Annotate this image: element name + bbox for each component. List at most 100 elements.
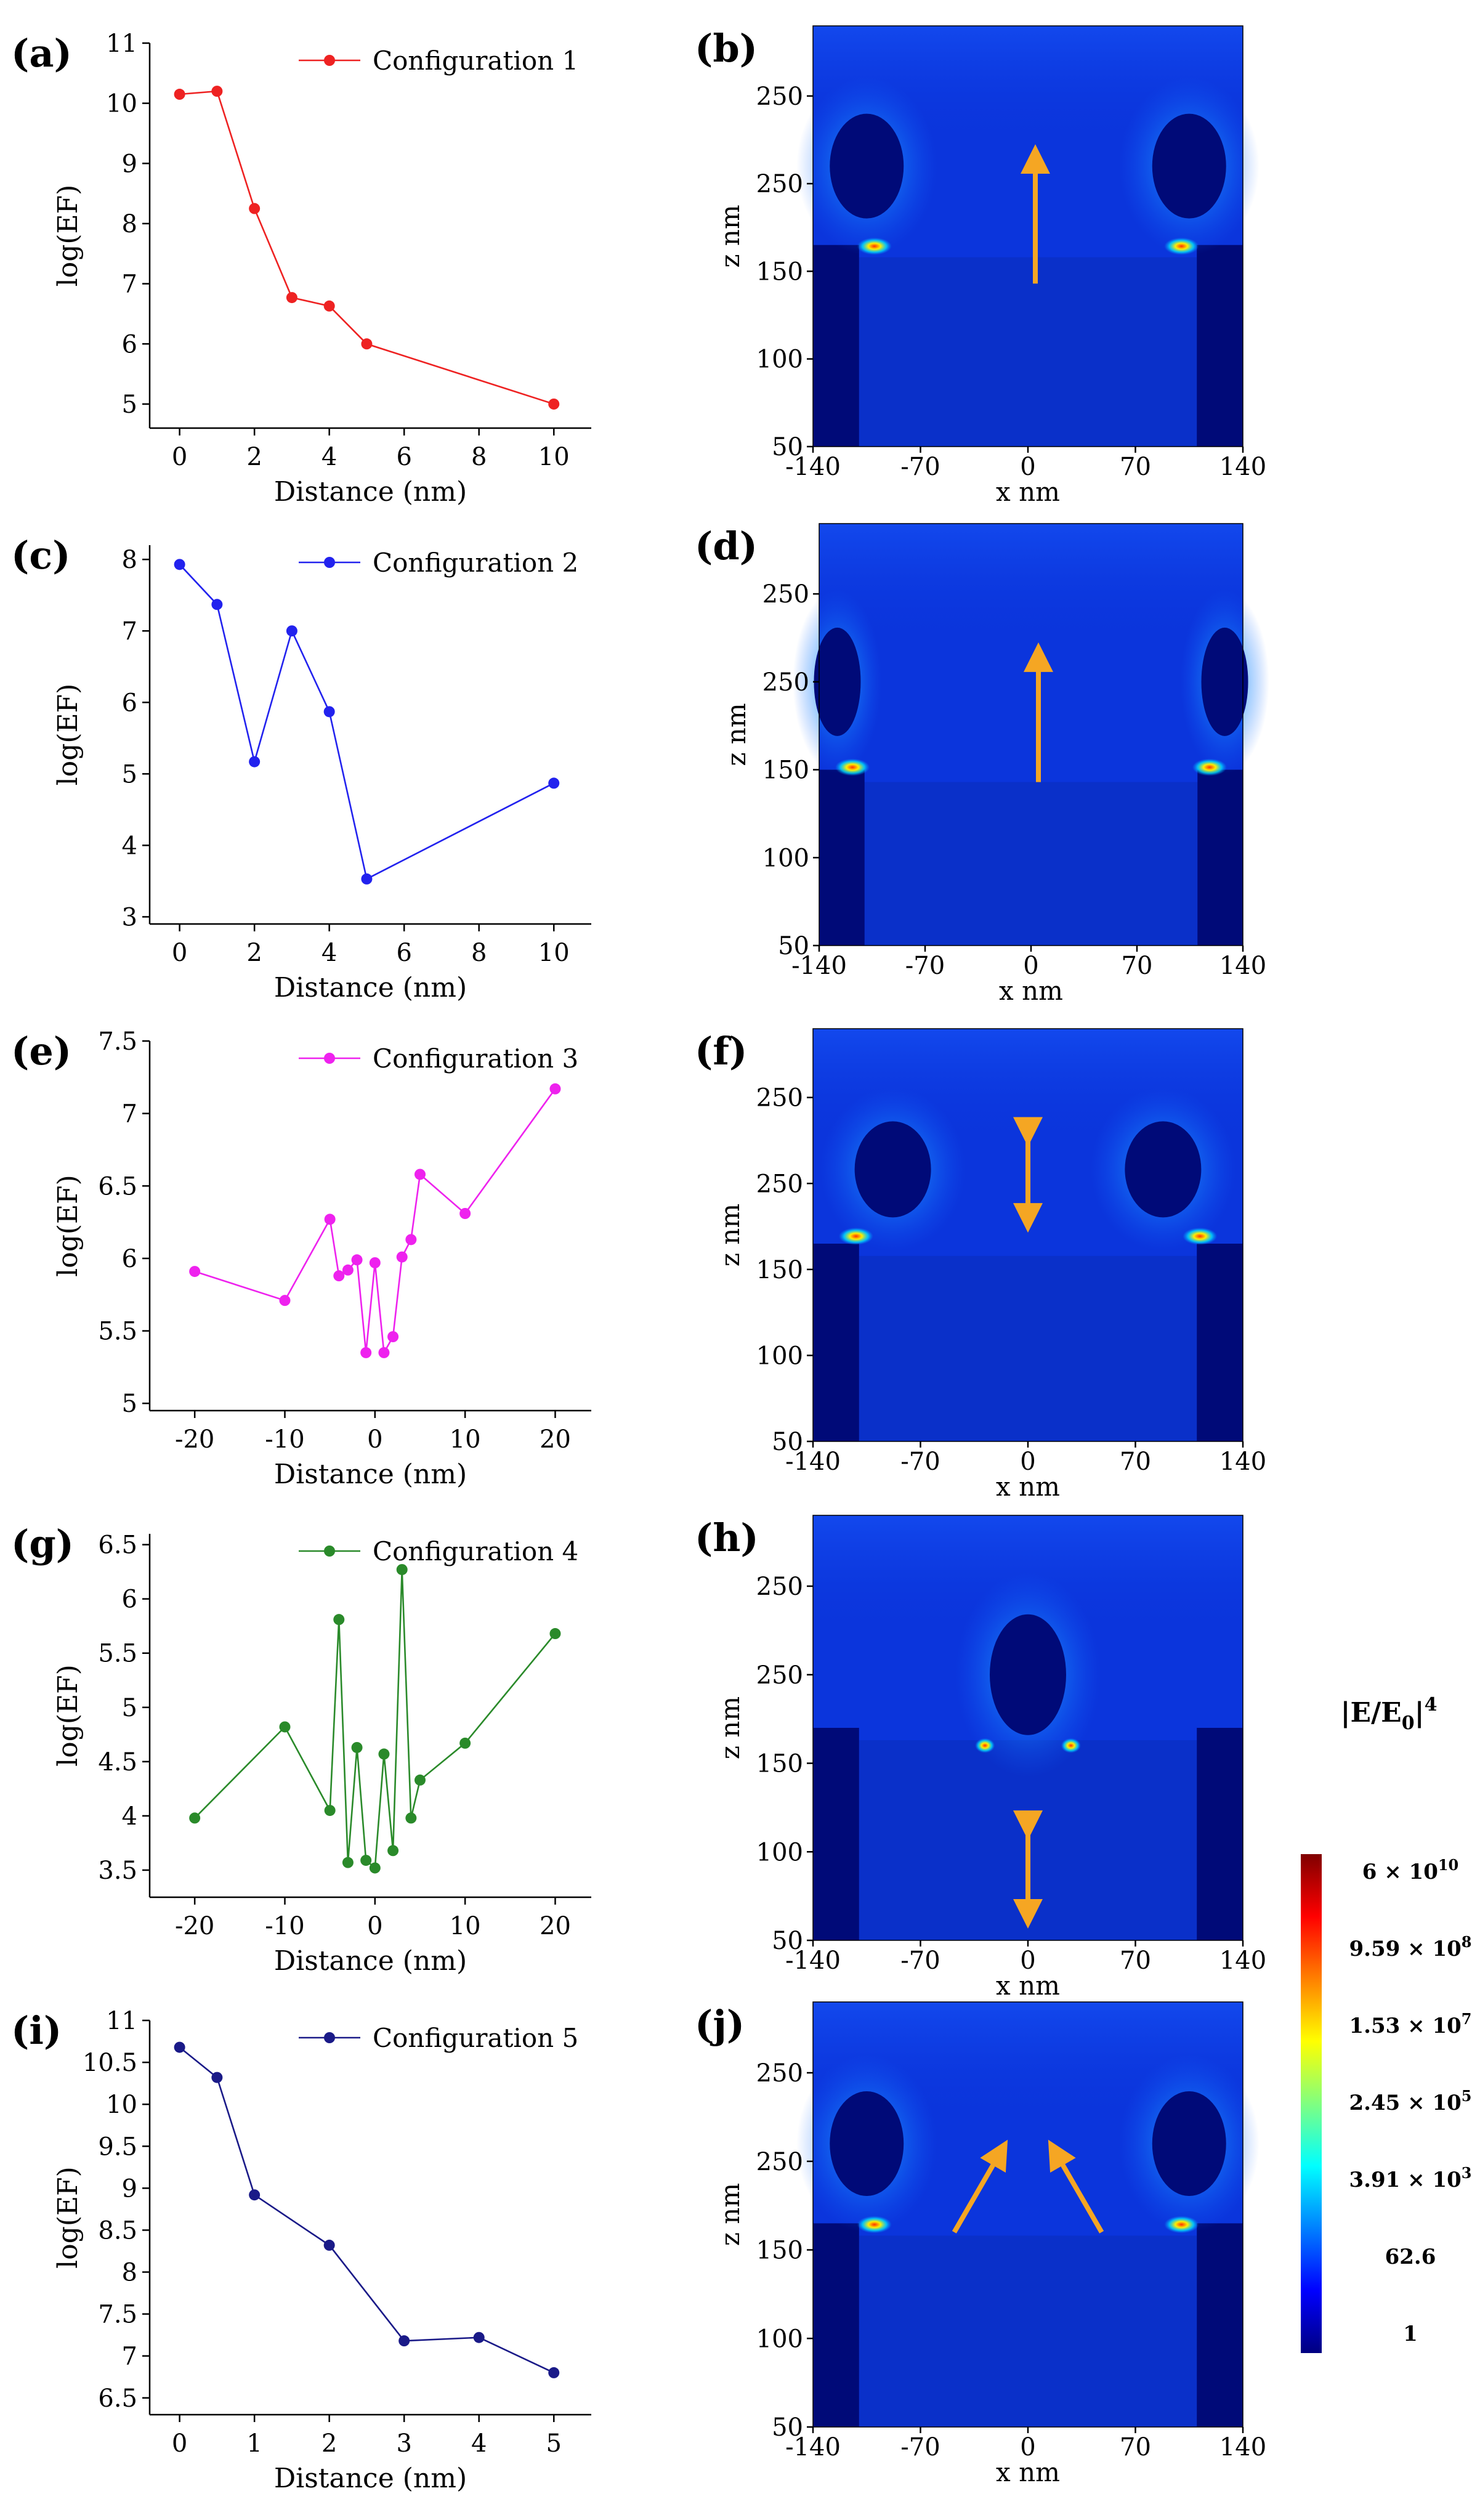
data-point [360, 1347, 372, 1358]
data-point [211, 599, 223, 610]
y-tick-label: 150 [756, 1750, 803, 1778]
legend-label: Configuration 3 [373, 1043, 578, 1074]
y-tick-label: 250 [762, 580, 809, 609]
x-tick-label: 1 [246, 2429, 262, 2458]
data-point [323, 706, 335, 718]
hotspot [835, 758, 870, 776]
legend-label: Configuration 5 [373, 2023, 578, 2053]
x-axis-label: Distance (nm) [274, 476, 467, 508]
colorbar-tick-label: 9.59 × 108 [1349, 1933, 1472, 1961]
x-tick-label: 70 [1120, 2433, 1151, 2461]
x-tick-label: 10 [538, 939, 570, 967]
legend-marker [324, 1546, 335, 1557]
panel-label: (a) [11, 31, 72, 76]
left-pillar [813, 1243, 859, 1441]
y-tick-label: 4.5 [98, 1748, 137, 1777]
particle [814, 627, 861, 736]
panel-label: (c) [11, 533, 70, 578]
y-axis-label: log(EF) [52, 1664, 84, 1767]
x-tick-label: 4 [321, 443, 337, 471]
legend-label: Configuration 2 [373, 548, 578, 578]
chart-a: 5 6 7 8 9 10 11 0 2 4 6 8 10 Distance (nm) log(EF) (a) C… [11, 30, 591, 508]
panel-label: (g) [11, 1521, 74, 1566]
x-tick-label: 0 [1020, 453, 1035, 481]
x-tick-label: -10 [265, 1425, 304, 1454]
x-tick-label: -140 [785, 1448, 841, 1476]
x-axis-label: Distance (nm) [274, 1945, 467, 1977]
y-tick-label: 5 [122, 1390, 137, 1418]
y-tick-label: 6 [122, 1586, 137, 1614]
y-tick-label: 250 [756, 83, 803, 111]
legend-marker [324, 1053, 335, 1064]
particle [1152, 2091, 1226, 2196]
x-tick-label: -140 [785, 2433, 841, 2461]
data-point [189, 1266, 201, 1278]
x-axis-label: Distance (nm) [274, 972, 467, 1003]
substrate-shade [813, 2235, 1243, 2427]
hotspot [1183, 1227, 1218, 1245]
y-tick-label: 150 [756, 257, 803, 286]
colorbar: |E/E0|4 6 × 1010 9.59 × 108 1.53 × 107 2.45 … [1301, 1694, 1472, 2353]
data-point [548, 2367, 560, 2378]
x-tick-label: 0 [1023, 952, 1038, 980]
y-tick-label: 50 [772, 1927, 803, 1955]
data-point [361, 338, 373, 350]
y-tick-label: 7 [122, 1100, 137, 1128]
data-point [249, 756, 261, 768]
y-tick-label: 3 [122, 903, 137, 931]
data-point [323, 300, 335, 312]
field-haze [819, 524, 1243, 642]
panel-label: (j) [695, 2002, 745, 2047]
x-tick-label: -140 [785, 1947, 841, 1975]
x-tick-label: 6 [396, 939, 411, 967]
hotspot [1164, 2216, 1199, 2234]
data-point [414, 1774, 426, 1786]
x-tick-label: -70 [900, 453, 940, 481]
y-tick-label: 100 [756, 2325, 803, 2353]
x-tick-label: -70 [900, 1448, 940, 1476]
y-tick-label: 6 [122, 1245, 137, 1273]
map-j: 50 100 150 250 250 -140 -70 0 70 140 x nm z nm (j) [695, 2001, 1266, 2487]
y-tick-label: 4 [122, 1802, 137, 1831]
series-line [179, 90, 554, 405]
particle [854, 1121, 931, 1218]
map-d: 50 100 150 250 250 -140 -70 0 70 140 x nm z nm (d) [695, 523, 1269, 1006]
left-pillar [819, 769, 865, 946]
y-tick-label: 8 [122, 210, 137, 238]
legend-marker [324, 557, 335, 568]
x-tick-label: 70 [1120, 453, 1151, 481]
map-h: 50 100 150 250 250 -140 -70 0 70 140 x nm z nm (h) [695, 1515, 1266, 2001]
data-point [286, 292, 297, 304]
colorbar-tick-label: 1.53 × 107 [1349, 2010, 1472, 2038]
y-tick-label: 100 [756, 346, 803, 374]
colorbar-gradient [1301, 1854, 1322, 2353]
x-tick-label: 0 [367, 1425, 382, 1454]
data-point [211, 86, 223, 97]
y-tick-label: 6 [122, 330, 137, 359]
data-point [398, 2335, 410, 2347]
chart-i: 6.5 7 7.5 8 8.5 9 9.5 10 10.5 11 0 1 2 3 4 5 Distance (n… [11, 2007, 591, 2494]
substrate-shade [813, 1255, 1243, 1441]
data-point [396, 1251, 408, 1263]
y-tick-label: 10.5 [83, 2049, 137, 2077]
left-pillar [813, 2223, 859, 2427]
particle [830, 2091, 904, 2196]
legend-marker [324, 55, 335, 66]
y-tick-label: 250 [756, 1661, 803, 1690]
y-tick-label: 8 [122, 2259, 137, 2287]
data-point [279, 1721, 291, 1733]
x-tick-label: 70 [1122, 952, 1153, 980]
x-tick-label: 10 [450, 1912, 481, 1940]
y-tick-label: 100 [756, 1838, 803, 1866]
y-tick-label: 9 [122, 2174, 137, 2203]
x-axis-label: x nm [996, 1472, 1060, 1502]
y-tick-label: 7.5 [98, 2301, 137, 2329]
data-point [548, 777, 560, 789]
y-tick-label: 150 [762, 756, 809, 785]
colorbar-tick-label: 2.45 × 105 [1349, 2087, 1472, 2115]
data-point [342, 1857, 354, 1868]
data-point [249, 2189, 261, 2201]
x-tick-label: -10 [265, 1912, 304, 1940]
left-pillar [813, 1728, 859, 1940]
